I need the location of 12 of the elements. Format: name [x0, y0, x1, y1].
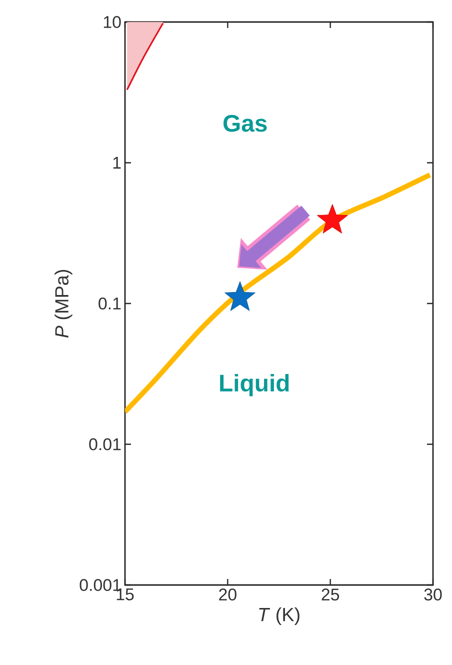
x-tick-label: 20: [219, 588, 236, 601]
x-axis-title: T (K): [259, 607, 300, 625]
x-tick-label: 15: [116, 588, 134, 600]
y-tick-label: 1: [113, 156, 121, 169]
y-tick-label: 0.01: [89, 438, 121, 450]
y-axis-title: P (MPa): [54, 270, 72, 338]
x-tick-label: 30: [424, 588, 442, 601]
annotation: Gas: [224, 114, 267, 132]
annotation: Liquid: [220, 374, 289, 396]
y-tick-label: 10: [104, 16, 121, 28]
x-tick-label: 25: [322, 588, 340, 601]
y-tick-label: 0.1: [98, 298, 121, 310]
